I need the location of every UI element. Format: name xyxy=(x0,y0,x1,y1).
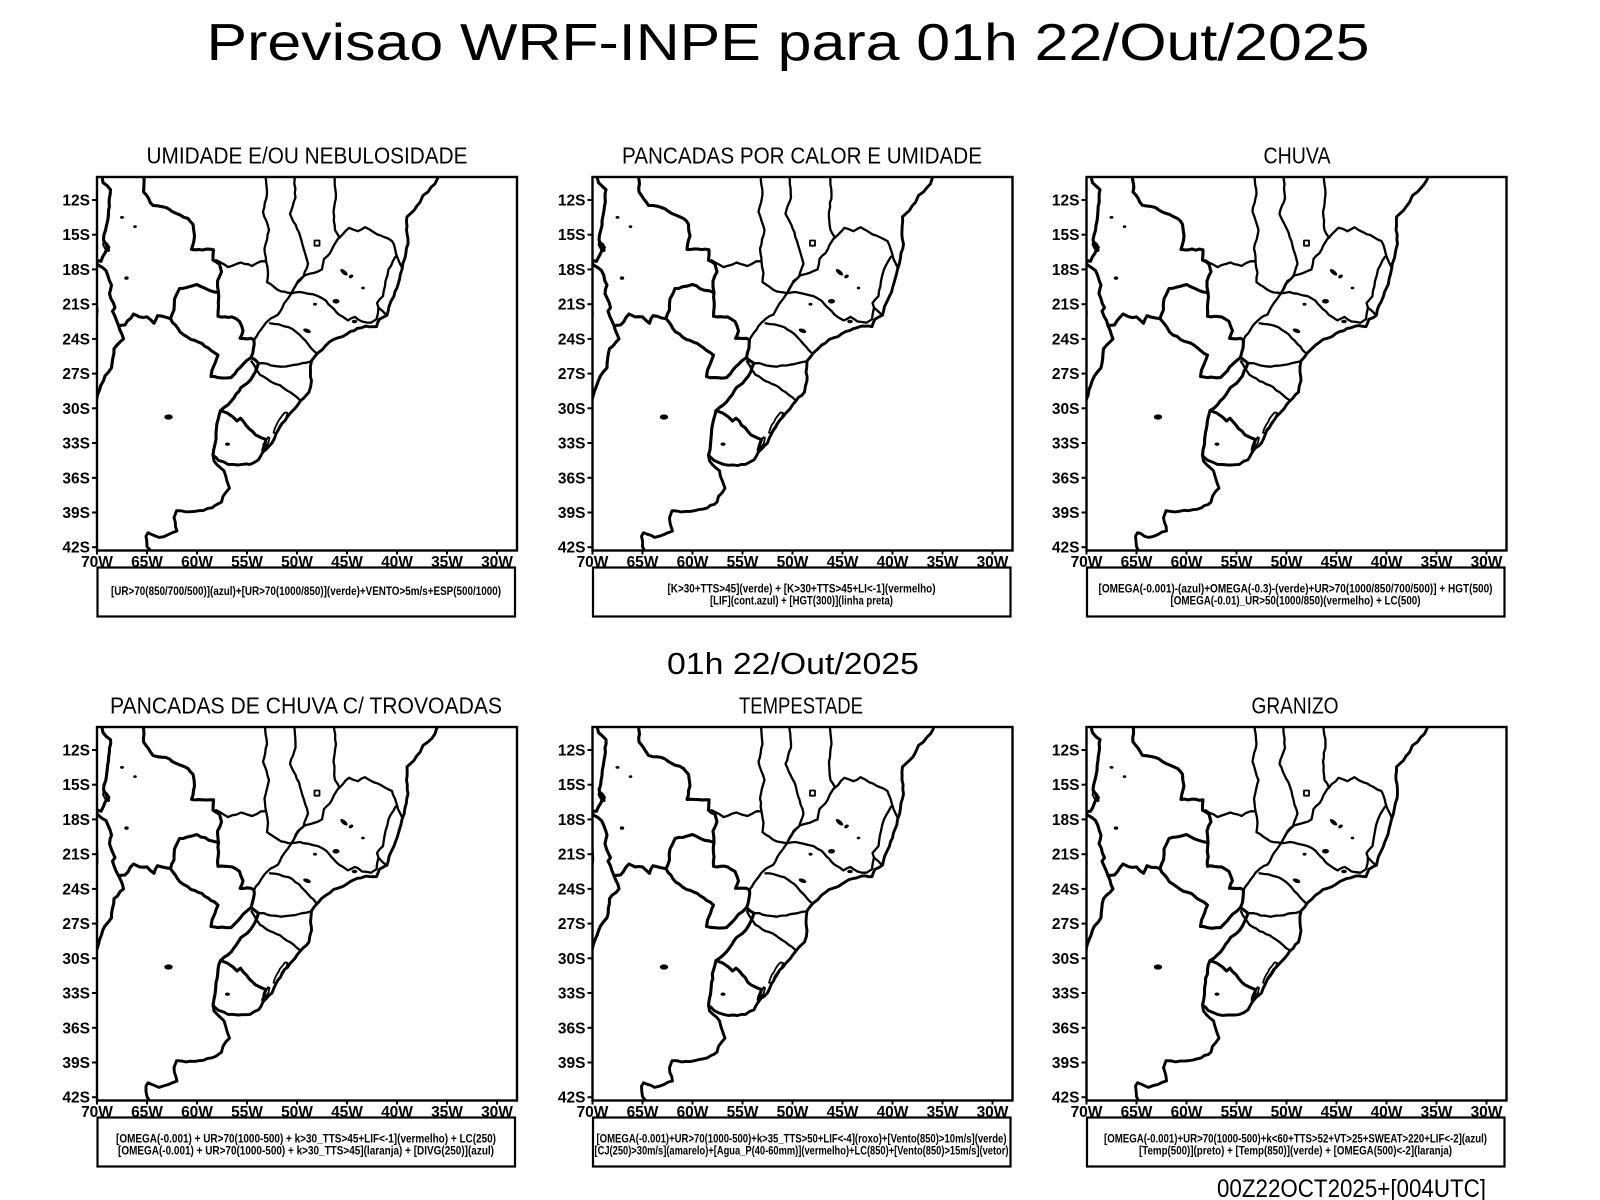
svg-text:27S: 27S xyxy=(62,366,90,383)
svg-text:36S: 36S xyxy=(62,1020,90,1037)
svg-text:12S: 12S xyxy=(62,193,90,210)
svg-text:18S: 18S xyxy=(62,812,90,829)
svg-text:[OMEGA(-0.01)_UR>50(1000/850)(: [OMEGA(-0.01)_UR>50(1000/850)(vermelho) … xyxy=(1171,596,1421,608)
svg-text:39S: 39S xyxy=(1052,1055,1080,1072)
svg-text:42S: 42S xyxy=(62,1090,90,1107)
svg-text:36S: 36S xyxy=(62,470,90,487)
svg-text:30S: 30S xyxy=(558,951,586,968)
svg-text:[OMEGA(-0.001) + UR>70(1000-50: [OMEGA(-0.001) + UR>70(1000-500) + k>30_… xyxy=(116,1134,496,1146)
svg-text:36S: 36S xyxy=(558,1020,586,1037)
svg-text:12S: 12S xyxy=(1052,743,1080,760)
svg-text:00Z22OCT2025+[004UTC]: 00Z22OCT2025+[004UTC] xyxy=(1217,1175,1486,1200)
svg-text:12S: 12S xyxy=(1052,193,1080,210)
svg-text:39S: 39S xyxy=(1052,505,1080,522)
svg-text:27S: 27S xyxy=(1052,366,1080,383)
svg-text:36S: 36S xyxy=(558,470,586,487)
svg-text:[UR>70(850/700/500)](azul)+[UR: [UR>70(850/700/500)](azul)+[UR>70(1000/8… xyxy=(111,586,501,598)
svg-text:[K>30+TTS>45](verde) + [K>30+T: [K>30+TTS>45](verde) + [K>30+TTS>45+LI<-… xyxy=(668,584,936,596)
svg-text:33S: 33S xyxy=(1052,436,1080,453)
svg-text:[OMEGA(-0.001) + UR>70(1000-50: [OMEGA(-0.001) + UR>70(1000-500) + k>30_… xyxy=(118,1146,494,1158)
svg-text:Previsao WRF-INPE para 01h 22: Previsao WRF-INPE para 01h 22/Out/2025 xyxy=(207,14,1370,72)
svg-text:21S: 21S xyxy=(1052,847,1080,864)
svg-text:15S: 15S xyxy=(62,227,90,244)
svg-text:30S: 30S xyxy=(558,401,586,418)
svg-text:18S: 18S xyxy=(558,262,586,279)
svg-text:33S: 33S xyxy=(62,436,90,453)
svg-text:39S: 39S xyxy=(62,1055,90,1072)
svg-text:24S: 24S xyxy=(558,881,586,898)
svg-text:12S: 12S xyxy=(62,743,90,760)
svg-text:39S: 39S xyxy=(558,1055,586,1072)
svg-text:36S: 36S xyxy=(1052,1020,1080,1037)
svg-text:30S: 30S xyxy=(1052,401,1080,418)
svg-text:01h 22/Out/2025: 01h 22/Out/2025 xyxy=(667,646,919,681)
svg-text:18S: 18S xyxy=(1052,812,1080,829)
svg-text:27S: 27S xyxy=(558,366,586,383)
svg-text:24S: 24S xyxy=(62,881,90,898)
svg-text:18S: 18S xyxy=(1052,262,1080,279)
svg-text:15S: 15S xyxy=(558,777,586,794)
svg-text:30S: 30S xyxy=(1052,951,1080,968)
svg-text:39S: 39S xyxy=(558,505,586,522)
svg-text:30S: 30S xyxy=(62,951,90,968)
svg-text:42S: 42S xyxy=(1052,1090,1080,1107)
svg-text:33S: 33S xyxy=(1052,986,1080,1003)
svg-text:18S: 18S xyxy=(62,262,90,279)
svg-text:42S: 42S xyxy=(558,540,586,557)
svg-text:21S: 21S xyxy=(1052,297,1080,314)
svg-text:18S: 18S xyxy=(558,812,586,829)
svg-text:PANCADAS POR CALOR E UMIDADE: PANCADAS POR CALOR E UMIDADE xyxy=(622,143,982,169)
svg-text:24S: 24S xyxy=(1052,881,1080,898)
svg-text:12S: 12S xyxy=(558,193,586,210)
svg-text:24S: 24S xyxy=(558,331,586,348)
svg-text:[LIF](cont.azul) + [HGT(300)](: [LIF](cont.azul) + [HGT(300)](linha pret… xyxy=(710,596,893,608)
svg-text:21S: 21S xyxy=(62,297,90,314)
svg-text:21S: 21S xyxy=(62,847,90,864)
svg-text:24S: 24S xyxy=(1052,331,1080,348)
svg-text:15S: 15S xyxy=(1052,777,1080,794)
svg-text:42S: 42S xyxy=(62,540,90,557)
svg-text:42S: 42S xyxy=(1052,540,1080,557)
svg-text:12S: 12S xyxy=(558,743,586,760)
svg-text:33S: 33S xyxy=(62,986,90,1003)
svg-text:[Temp(500)](preto) + [Temp(850: [Temp(500)](preto) + [Temp(850)](verde) … xyxy=(1139,1146,1452,1158)
svg-text:30S: 30S xyxy=(62,401,90,418)
svg-text:15S: 15S xyxy=(1052,227,1080,244)
svg-text:PANCADAS DE CHUVA C/ TROVOADAS: PANCADAS DE CHUVA C/ TROVOADAS xyxy=(110,693,502,719)
svg-text:[OMEGA(-0.001)+UR>70(1000-500): [OMEGA(-0.001)+UR>70(1000-500)+k<60+TTS>… xyxy=(1104,1134,1487,1146)
svg-text:39S: 39S xyxy=(62,505,90,522)
svg-text:24S: 24S xyxy=(62,331,90,348)
svg-text:27S: 27S xyxy=(558,916,586,933)
svg-text:27S: 27S xyxy=(62,916,90,933)
svg-text:[OMEGA(-0.001)-(azul)+OMEGA(-0: [OMEGA(-0.001)-(azul)+OMEGA(-0.3)-(verde… xyxy=(1099,584,1493,596)
svg-text:21S: 21S xyxy=(558,847,586,864)
svg-text:[OMEGA(-0.001)+UR>70(1000-500): [OMEGA(-0.001)+UR>70(1000-500)+k>35_TTS>… xyxy=(597,1134,1007,1146)
svg-text:33S: 33S xyxy=(558,436,586,453)
svg-text:36S: 36S xyxy=(1052,470,1080,487)
svg-text:21S: 21S xyxy=(558,297,586,314)
svg-text:15S: 15S xyxy=(558,227,586,244)
svg-text:UMIDADE E/OU NEBULOSIDADE: UMIDADE E/OU NEBULOSIDADE xyxy=(147,143,468,169)
svg-text:TEMPESTADE: TEMPESTADE xyxy=(739,693,863,719)
svg-text:15S: 15S xyxy=(62,777,90,794)
svg-text:42S: 42S xyxy=(558,1090,586,1107)
svg-text:33S: 33S xyxy=(558,986,586,1003)
svg-text:27S: 27S xyxy=(1052,916,1080,933)
svg-text:GRANIZO: GRANIZO xyxy=(1252,693,1339,719)
svg-text:[CJ(250)>30m/s](amarelo)+[Agua: [CJ(250)>30m/s](amarelo)+[Agua_P(40-60mm… xyxy=(595,1146,1009,1158)
svg-text:CHUVA: CHUVA xyxy=(1264,143,1332,169)
